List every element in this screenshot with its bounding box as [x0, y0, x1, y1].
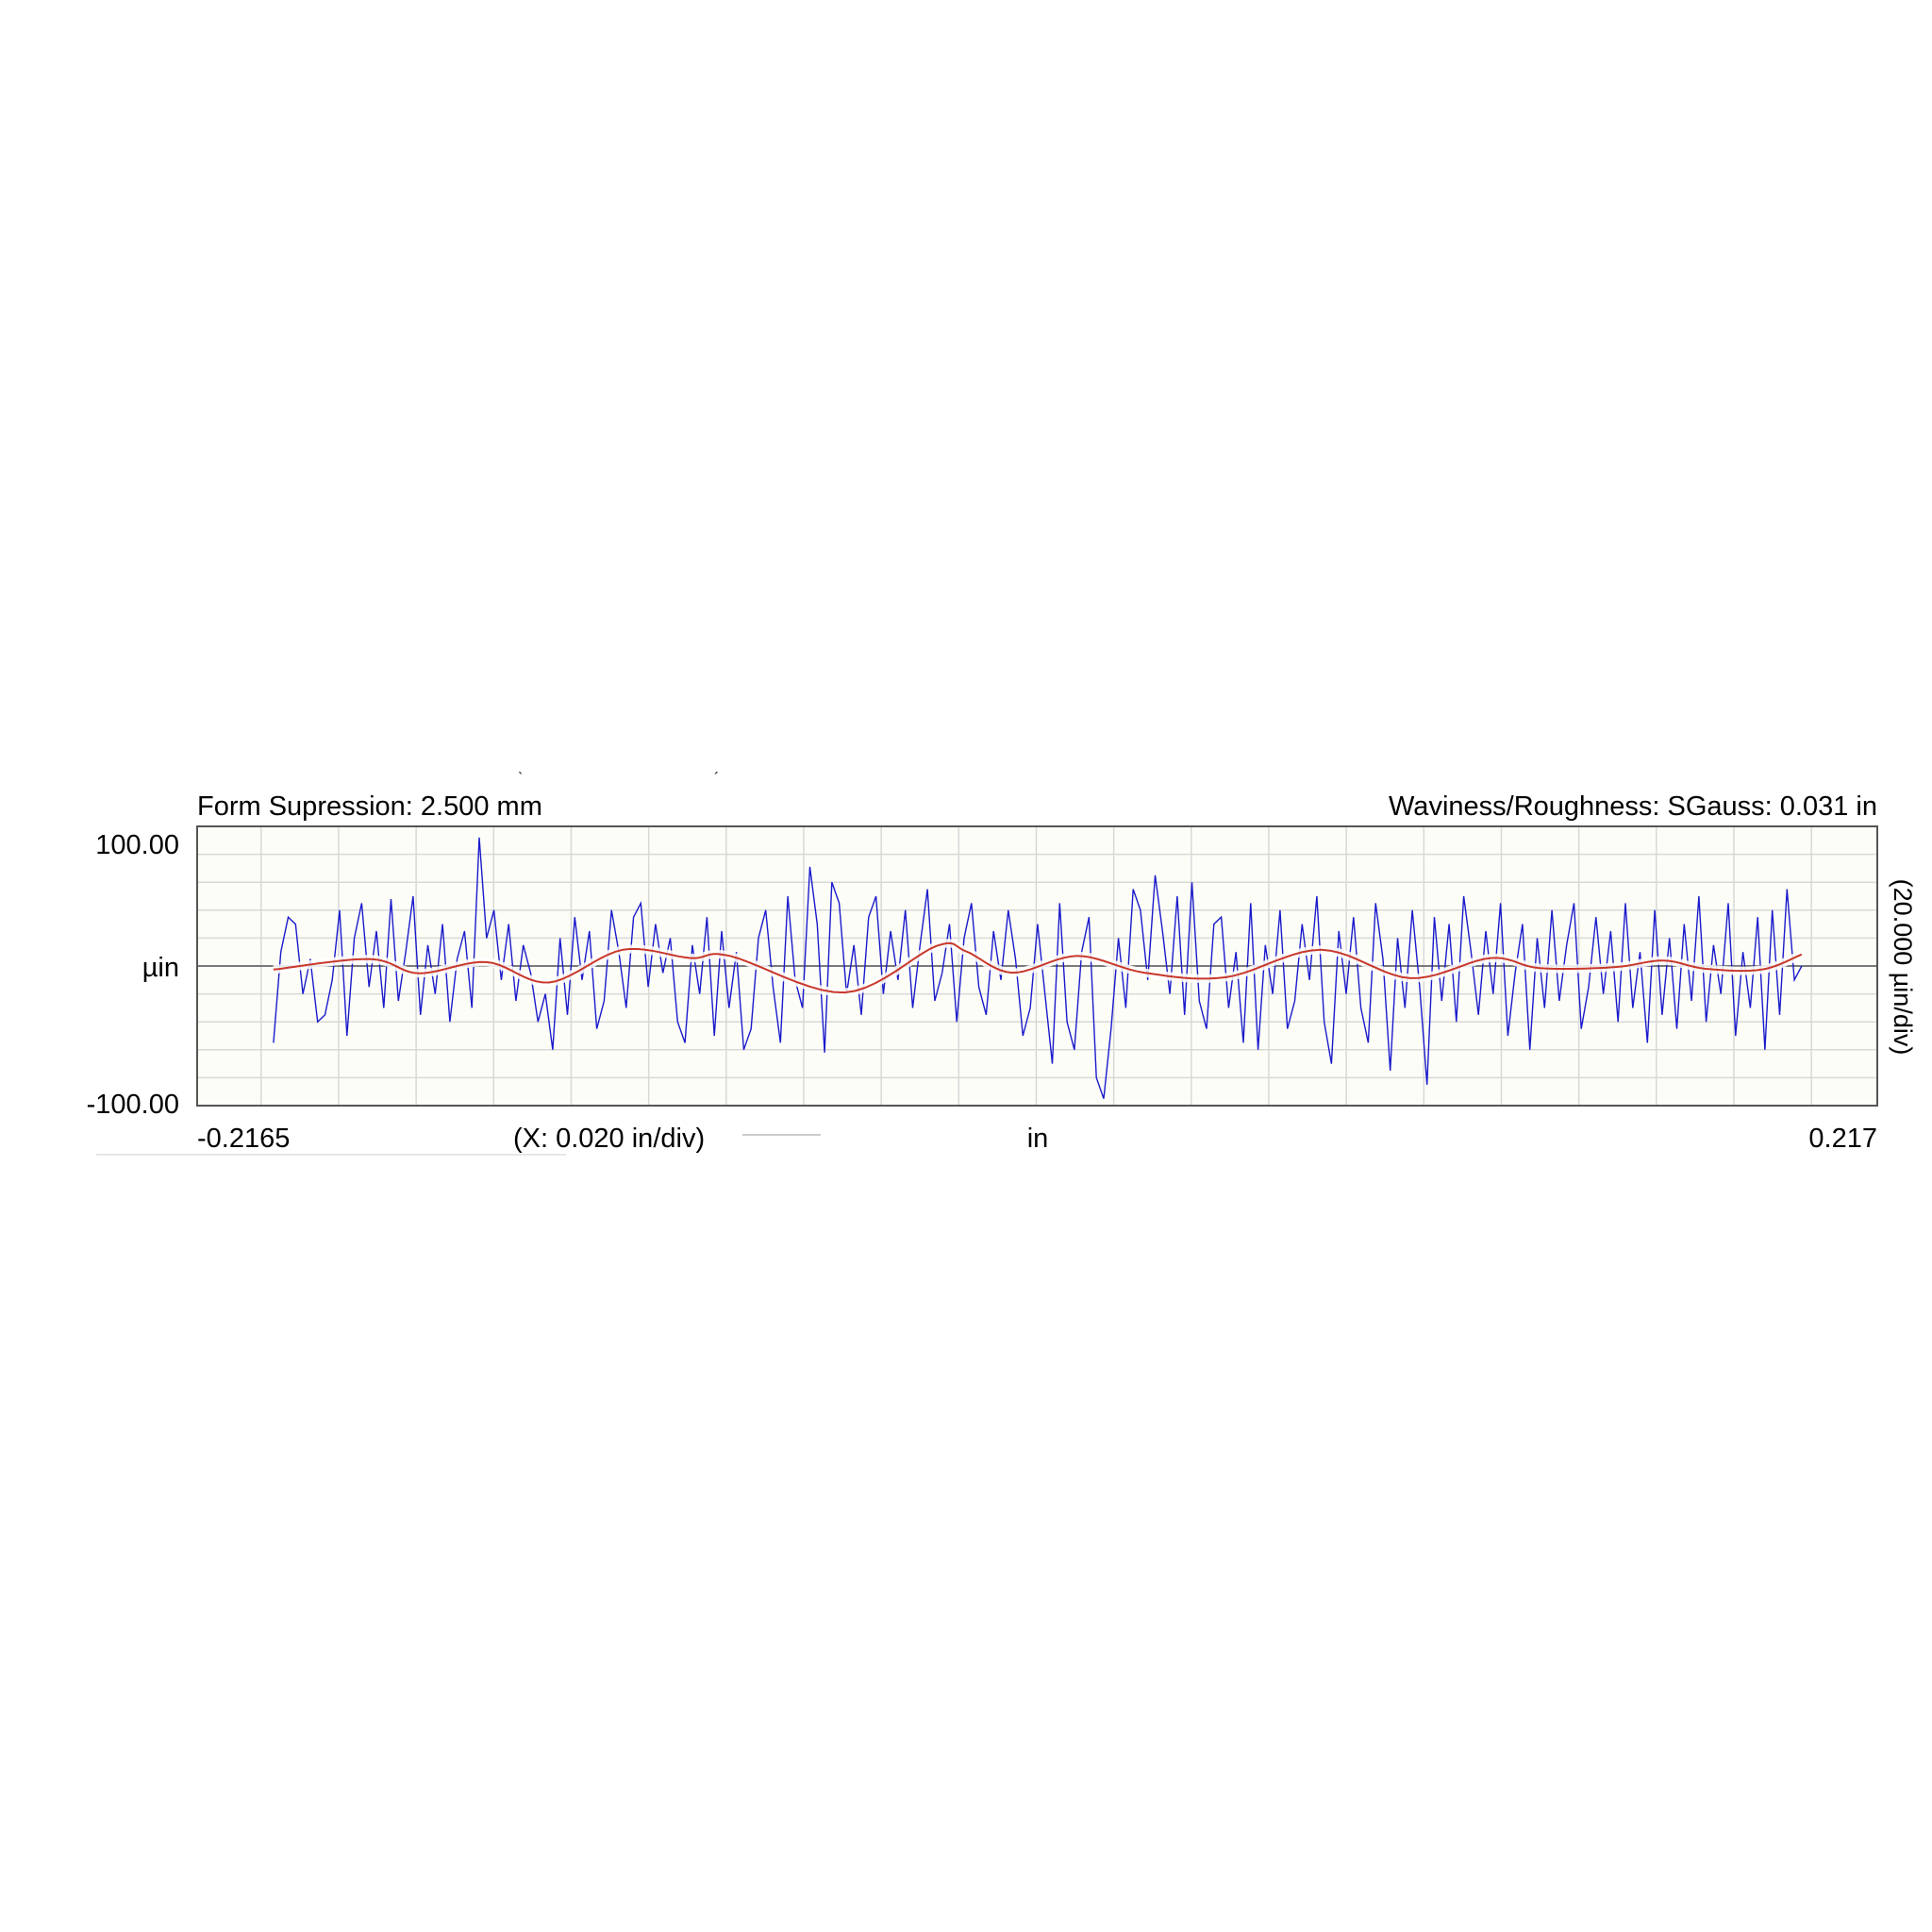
artifact-mark: `: [518, 771, 523, 787]
x-scale-label: (X: 0.020 in/div): [513, 1124, 705, 1154]
form-suppression-label: Form Supression: 2.500 mm: [197, 791, 542, 822]
y-tick-min: -100.00: [87, 1090, 179, 1120]
roughness-profile-line: [273, 837, 1803, 1099]
y-tick-max: 100.00: [95, 830, 179, 860]
y-scale-label: (20.000 µin/div): [1889, 879, 1917, 1056]
waviness-line: [273, 941, 1803, 994]
artifact-mark: ´: [714, 771, 719, 787]
y-unit-label: µin: [142, 953, 179, 983]
x-axis-label: in: [1027, 1124, 1049, 1154]
filter-label: Waviness/Roughness: SGauss: 0.031 in: [1389, 791, 1877, 822]
x-tick-min: -0.2165: [197, 1124, 290, 1154]
plot-frame: [196, 825, 1878, 1107]
x-tick-max: 0.217: [1808, 1124, 1877, 1154]
